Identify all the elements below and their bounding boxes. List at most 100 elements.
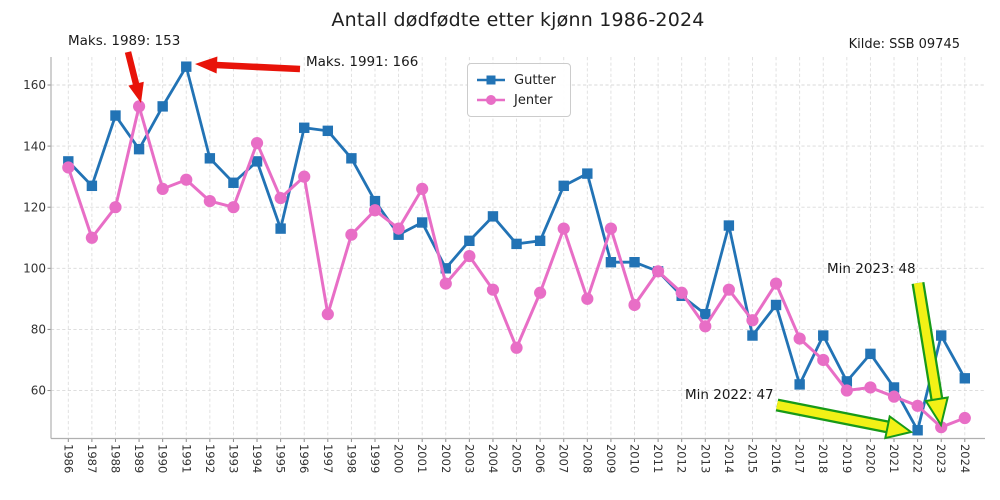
data-point-jenter [699, 320, 712, 333]
data-point-gutter [393, 229, 404, 240]
max-1991-arrow-icon [195, 56, 301, 74]
data-point-jenter [722, 283, 735, 296]
data-point-gutter [605, 257, 617, 268]
data-point-jenter [109, 201, 122, 214]
data-point-jenter [392, 222, 405, 235]
source-note: Kilde: SSB 09745 [848, 37, 960, 52]
data-point-jenter [746, 314, 759, 327]
data-series [62, 61, 971, 436]
x-tick-label: 2022 [911, 444, 925, 473]
data-point-gutter [369, 195, 381, 207]
x-tick-label: 1994 [250, 444, 264, 473]
x-tick-label: 1989 [132, 444, 146, 473]
annotation-max-1991: Maks. 1991: 166 [306, 54, 419, 70]
data-point-jenter [604, 222, 618, 235]
data-point-jenter [675, 286, 688, 299]
data-point-gutter [133, 143, 145, 155]
chart-title: Antall dødfødte etter kjønn 1986-2024 [331, 9, 705, 31]
data-point-jenter [486, 283, 500, 296]
y-tick-label: 140 [23, 139, 46, 153]
data-point-jenter [463, 249, 476, 263]
x-tick-label: 1992 [203, 444, 217, 473]
data-point-gutter [228, 177, 239, 188]
annotation-min-2022: Min 2022: 47 [685, 387, 774, 403]
data-point-jenter [534, 286, 547, 299]
data-point-jenter [274, 191, 287, 205]
data-point-gutter [181, 61, 192, 72]
data-point-gutter [346, 153, 357, 164]
data-point-gutter [86, 180, 98, 192]
data-point-jenter [887, 390, 901, 403]
x-tick-label: 2008 [580, 444, 594, 473]
data-point-jenter [510, 341, 523, 354]
x-tick-label: 1987 [85, 444, 99, 473]
data-point-jenter [227, 201, 240, 214]
data-point-gutter [794, 379, 805, 390]
data-point-jenter [581, 292, 594, 305]
data-point-gutter [487, 211, 499, 222]
x-tick-label: 2016 [769, 444, 783, 473]
data-point-gutter [63, 156, 74, 167]
x-tick-label: 2007 [557, 444, 571, 473]
x-tick-label: 1988 [108, 444, 122, 473]
legend-label-gutter: Gutter [514, 72, 556, 88]
x-tick-label: 2020 [863, 444, 877, 473]
data-point-gutter [747, 330, 758, 341]
data-point-gutter [700, 308, 711, 320]
data-point-gutter [534, 235, 546, 247]
data-point-jenter [203, 195, 216, 208]
x-tick-label: 2012 [675, 444, 689, 473]
x-tick-label: 2015 [745, 444, 759, 473]
data-point-jenter [864, 381, 877, 394]
data-point-gutter [416, 217, 428, 228]
data-point-gutter [865, 348, 876, 360]
data-point-jenter [958, 411, 971, 425]
data-point-gutter [582, 168, 593, 179]
y-tick-label: 160 [23, 78, 46, 92]
x-tick-label: 2017 [793, 444, 807, 473]
data-point-gutter [440, 263, 451, 274]
data-point-jenter [628, 298, 641, 312]
x-tick-label: 2013 [698, 444, 712, 473]
data-point-gutter [299, 122, 310, 133]
x-tick-label: 1997 [321, 444, 335, 473]
data-point-jenter [85, 231, 98, 244]
data-point-gutter [841, 376, 853, 387]
max-1989-arrow-icon [124, 51, 144, 103]
data-point-jenter [368, 204, 382, 217]
data-point-jenter [321, 308, 334, 321]
axes: 60 80 100 120 140 160 1986 1987 1988 1989 1990 1991… [23, 57, 985, 473]
data-point-gutter [322, 125, 334, 137]
gutter-line-marker-icon [477, 75, 505, 85]
x-tick-label: 2018 [816, 444, 830, 473]
x-tick-label: 2014 [722, 444, 736, 473]
legend-item-gutter: Gutter [476, 70, 562, 90]
data-point-jenter [156, 182, 169, 195]
data-point-jenter [345, 228, 358, 241]
annotation-arrows [124, 51, 950, 440]
data-point-jenter [62, 161, 75, 174]
y-tick-label: 120 [23, 200, 46, 214]
chart-legend: Gutter Jenter [467, 63, 571, 117]
data-point-jenter [840, 384, 853, 397]
data-point-gutter [959, 373, 970, 384]
legend-item-jenter: Jenter [476, 90, 562, 110]
y-tick-label: 60 [31, 384, 46, 398]
data-point-gutter [818, 330, 829, 341]
data-point-jenter [180, 173, 193, 186]
data-point-gutter [157, 101, 168, 112]
data-point-gutter [558, 180, 569, 192]
data-point-jenter [769, 277, 783, 290]
x-tick-label: 2005 [510, 444, 524, 473]
x-tick-label: 2019 [840, 444, 854, 473]
data-point-jenter [439, 277, 452, 290]
data-point-gutter [629, 257, 640, 268]
x-tick-label: 2002 [439, 444, 453, 473]
x-tick-label: 2006 [533, 444, 547, 473]
data-point-jenter [793, 332, 806, 345]
x-tick-label: 2000 [392, 444, 406, 473]
x-tick-label: 2004 [486, 444, 500, 473]
data-point-jenter [416, 182, 429, 195]
data-point-gutter [251, 156, 263, 167]
